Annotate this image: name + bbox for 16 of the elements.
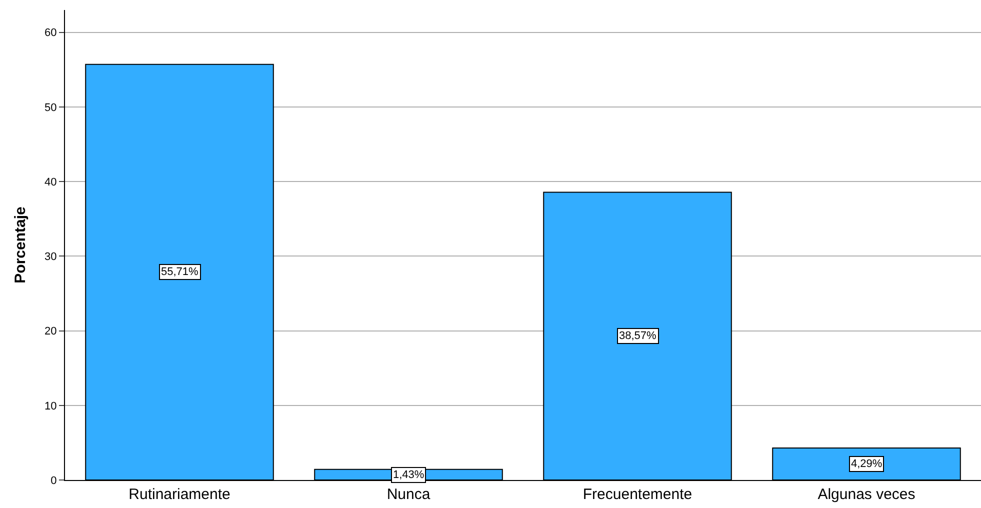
x-tick-label: Frecuentemente [582, 486, 692, 503]
x-tick-label: Rutinariamente [128, 486, 230, 503]
y-tick-label: 10 [44, 400, 57, 412]
y-tick-label: 60 [44, 27, 57, 40]
y-tick-label: 30 [44, 251, 57, 264]
x-tick-label: Nunca [386, 486, 431, 503]
y-tick-label: 20 [44, 326, 57, 338]
data-label: 55,71% [161, 266, 199, 278]
y-axis-title: Porcentaje [12, 206, 29, 284]
y-tick-label: 50 [44, 102, 57, 114]
x-tick-label: Algunas veces [818, 486, 916, 503]
y-tick-label: 40 [44, 176, 57, 188]
data-label: 4,29% [851, 458, 882, 470]
data-label: 1,43% [393, 469, 424, 481]
data-label: 38,57% [619, 330, 657, 342]
y-tick-label: 0 [50, 474, 57, 487]
